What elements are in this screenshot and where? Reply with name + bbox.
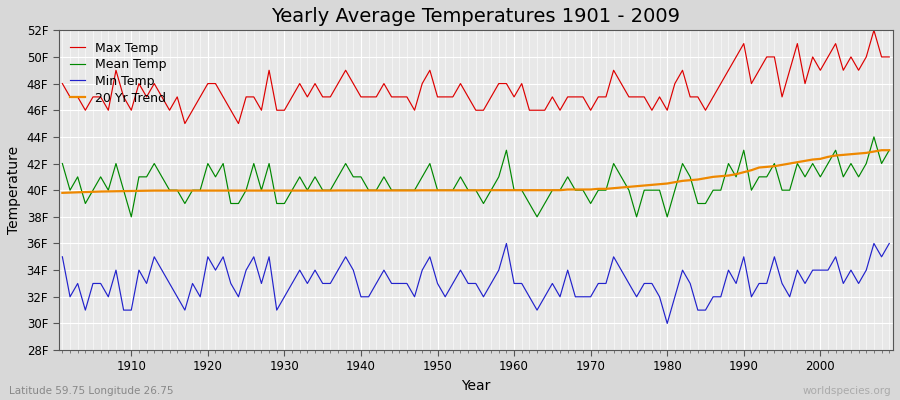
Title: Yearly Average Temperatures 1901 - 2009: Yearly Average Temperatures 1901 - 2009 [271,7,680,26]
Min Temp [118,308,129,312]
Min Temp [287,281,298,286]
Max Temp [294,81,305,86]
Mean Temp [57,161,68,166]
Mean Temp [884,148,895,153]
Text: Latitude 59.75 Longitude 26.75: Latitude 59.75 Longitude 26.75 [9,386,174,396]
Max Temp [118,94,129,99]
Min Temp [884,241,895,246]
Line: Max Temp: Max Temp [62,30,889,124]
Y-axis label: Temperature: Temperature [7,146,21,234]
Min Temp [333,268,344,272]
Min Temp [517,281,527,286]
Mean Temp [868,134,879,139]
20 Yr Trend [57,190,68,195]
Line: Min Temp: Min Temp [62,244,889,324]
Min Temp [57,254,68,259]
20 Yr Trend [118,189,129,194]
Line: Mean Temp: Mean Temp [62,137,889,217]
20 Yr Trend [508,188,519,192]
20 Yr Trend [501,188,512,192]
20 Yr Trend [877,148,887,153]
Mean Temp [508,188,519,192]
Mean Temp [126,214,137,219]
Text: worldspecies.org: worldspecies.org [803,386,891,396]
Mean Temp [340,161,351,166]
Max Temp [340,68,351,73]
Max Temp [508,94,519,99]
Max Temp [57,81,68,86]
Mean Temp [294,174,305,179]
Mean Temp [608,161,619,166]
Legend: Max Temp, Mean Temp, Min Temp, 20 Yr Trend: Max Temp, Mean Temp, Min Temp, 20 Yr Tre… [65,36,171,110]
20 Yr Trend [600,186,611,191]
Min Temp [608,254,619,259]
Min Temp [662,321,672,326]
20 Yr Trend [884,148,895,153]
X-axis label: Year: Year [461,379,491,393]
Max Temp [517,81,527,86]
Min Temp [508,281,519,286]
Max Temp [884,54,895,59]
Mean Temp [517,188,527,192]
Line: 20 Yr Trend: 20 Yr Trend [62,150,889,193]
Mean Temp [118,188,129,192]
Max Temp [868,28,879,33]
20 Yr Trend [333,188,344,193]
Min Temp [501,241,512,246]
20 Yr Trend [287,188,298,193]
Max Temp [608,68,619,73]
Max Temp [179,121,190,126]
